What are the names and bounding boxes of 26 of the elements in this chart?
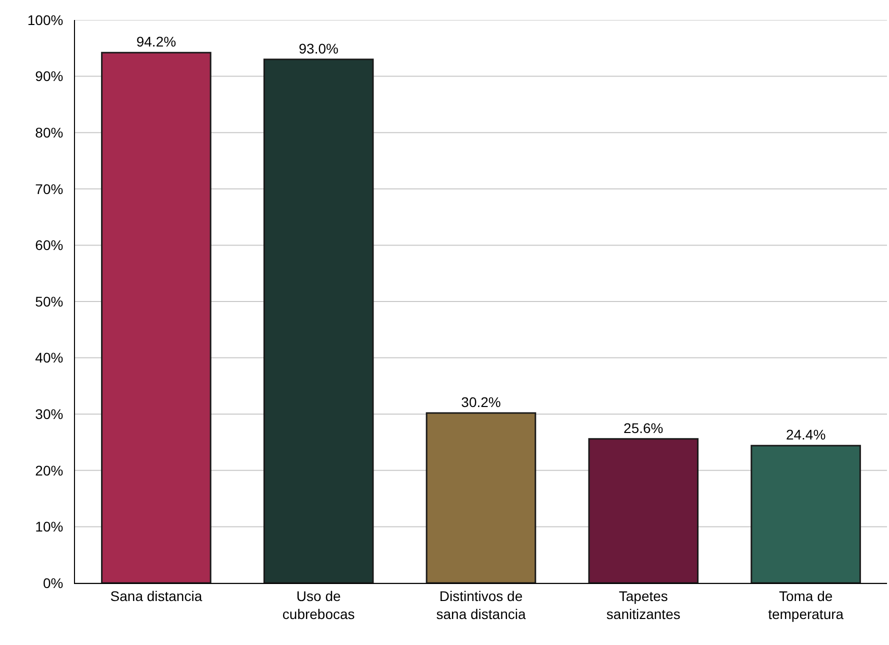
y-tick-label: 40% [35,350,64,366]
data-label: 30.2% [461,394,501,410]
bar [750,444,861,583]
bar [426,412,536,583]
data-label: 24.4% [786,426,826,443]
x-tick-label: Toma de temperatura [768,588,844,622]
y-tick-label: 90% [35,68,64,84]
x-tick-label: Sana distancia [110,588,202,604]
y-tick-label: 30% [35,406,64,422]
x-tick-label: Tapetes sanitizantes [606,588,680,622]
data-label: 94.2% [136,34,176,50]
y-tick-label: 70% [35,180,64,197]
y-tick-label: 10% [35,518,64,535]
bar [263,58,374,583]
y-tick-label: 20% [35,462,64,478]
bar [588,438,699,583]
x-tick-label: Distintivos de sana distancia [436,588,526,622]
x-tick-label: Uso de cubrebocas [282,588,355,622]
y-tick-label: 60% [35,237,64,254]
y-tick-label: 80% [35,124,64,140]
data-label: 93.0% [298,40,338,56]
y-tick-label: 100% [27,12,64,28]
y-tick-label: 50% [35,293,64,310]
bar [101,52,212,583]
y-tick-label: 0% [42,574,64,591]
data-label: 25.6% [624,420,664,436]
